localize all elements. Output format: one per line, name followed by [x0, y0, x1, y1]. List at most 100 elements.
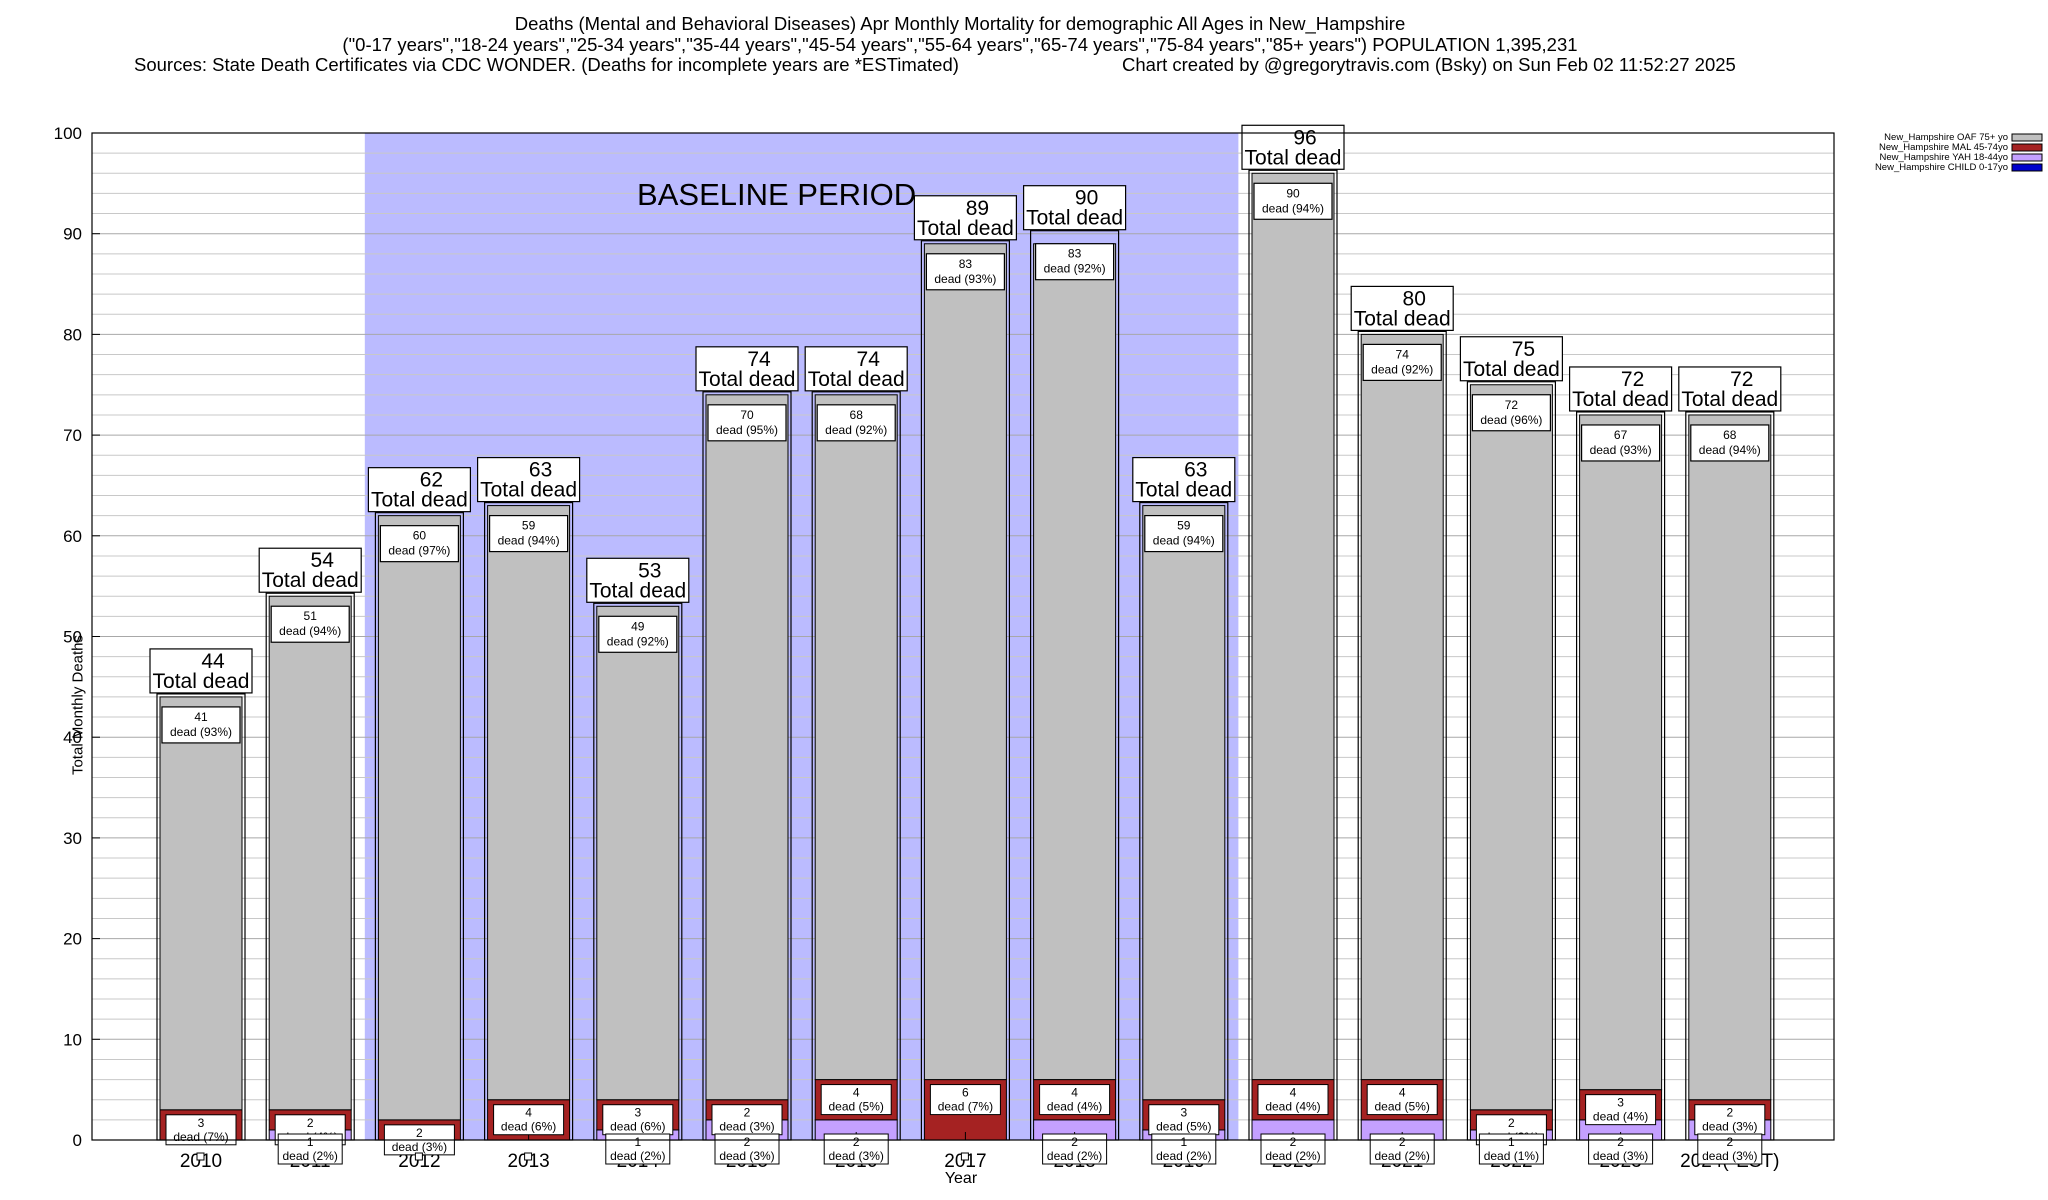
legend-swatch [2011, 153, 2043, 162]
legend-swatch [2011, 163, 2043, 172]
yah-label-count: 1 [307, 1135, 314, 1149]
oaf-label-count: 74 [1396, 347, 1410, 361]
yah-label-box [1260, 1133, 1326, 1165]
oaf-label-count: 60 [413, 529, 427, 543]
mal-label-percent: dead (3%) [1702, 1120, 1757, 1134]
oaf-label-box [270, 605, 350, 643]
total-label-box [804, 346, 908, 392]
oaf-label-box [925, 253, 1006, 291]
mal-label-box [820, 1084, 892, 1116]
legend-label: New_Hampshire CHILD 0-17yo [1875, 162, 2008, 173]
total-label-value: 63 [529, 459, 552, 482]
x-tick-label: 2013 [507, 1151, 549, 1172]
total-label-box [1022, 185, 1127, 231]
oaf-label-percent: dead (93%) [1590, 443, 1652, 457]
total-label-box [1350, 285, 1454, 331]
yah-label-percent: dead (1%) [1484, 1149, 1539, 1163]
oaf-label-box [1253, 182, 1333, 220]
oaf-label-percent: dead (93%) [934, 272, 996, 286]
yah-label-box [1697, 1133, 1763, 1165]
total-label-value: 54 [311, 549, 335, 572]
oaf-label-count: 51 [304, 609, 318, 623]
mal-label-percent: dead (6%) [610, 1120, 665, 1134]
yah-label-box [277, 1133, 343, 1165]
mal-label-box [1585, 1094, 1657, 1126]
mal-label-count: 4 [1290, 1086, 1297, 1100]
oaf-label-box [1580, 424, 1661, 462]
yah-label-percent: dead (2%) [1375, 1149, 1430, 1163]
plot-frame [91, 132, 1835, 1141]
yah-label-percent: dead (2%) [1156, 1149, 1211, 1163]
total-label-value: 75 [1512, 338, 1535, 361]
oaf-label-percent: dead (94%) [1262, 201, 1324, 215]
legend-label: New_Hampshire YAH 18-44yo [1880, 152, 2009, 163]
oaf-label-percent: dead (97%) [388, 544, 450, 558]
yah-label-count: 2 [1399, 1135, 1406, 1149]
total-label-box [367, 467, 471, 513]
bar-oaf-segment [1360, 333, 1444, 1081]
yah-label-percent: dead (2%) [610, 1149, 665, 1163]
mal-label-box [711, 1104, 783, 1136]
mal-label-box [493, 1104, 565, 1136]
mal-label-count: 2 [1508, 1116, 1515, 1130]
marker-square [524, 1152, 533, 1161]
total-label-box [258, 547, 362, 593]
yah-label-percent: dead (3%) [719, 1149, 774, 1163]
yah-label-percent: dead (2%) [1047, 1149, 1102, 1163]
total-label-value: 72 [1730, 368, 1753, 391]
mal-label-count: 2 [307, 1116, 314, 1130]
total-label-text: Total dead [371, 489, 468, 512]
mal-label-percent: dead (4%) [1593, 1110, 1648, 1124]
yah-label-percent: dead (3%) [829, 1149, 884, 1163]
yah-label-percent: dead (3%) [1702, 1149, 1757, 1163]
yah-label-count: 2 [1617, 1135, 1624, 1149]
x-axis-label: Year [945, 1170, 978, 1187]
total-label-box [695, 346, 799, 392]
mal-label-count: 6 [962, 1086, 969, 1100]
oaf-label-percent: dead (95%) [716, 423, 778, 437]
yah-label-percent: dead (2%) [283, 1149, 338, 1163]
x-tick-label: 2010 [180, 1151, 222, 1172]
mal-label-count: 4 [1399, 1086, 1406, 1100]
total-label-text: Total dead [699, 368, 796, 391]
mal-label-percent: dead (3%) [392, 1140, 447, 1154]
y-tick-label: 60 [63, 527, 82, 546]
mal-label-percent: dead (5%) [1156, 1120, 1211, 1134]
total-label-value: 80 [1403, 287, 1426, 310]
legend-label: New_Hampshire MAL 45-74yo [1879, 142, 2008, 153]
bar-oaf-segment [1469, 384, 1553, 1111]
yah-label-count: 1 [634, 1135, 641, 1149]
legend-swatch [2011, 133, 2043, 142]
oaf-label-percent: dead (94%) [498, 534, 560, 548]
yah-label-count: 2 [1290, 1135, 1297, 1149]
total-label-box [1459, 336, 1564, 382]
total-label-value: 63 [1184, 459, 1207, 482]
total-label-text: Total dead [153, 670, 250, 693]
total-label-text: Total dead [1572, 388, 1669, 411]
oaf-label-percent: dead (92%) [1371, 362, 1433, 376]
total-label-text: Total dead [808, 368, 905, 391]
bar-oaf-segment [1033, 243, 1117, 1081]
total-label-box [1132, 456, 1236, 503]
mal-label-count: 3 [1617, 1096, 1624, 1110]
total-label-text: Total dead [1463, 358, 1560, 381]
yah-label-count: 2 [744, 1135, 751, 1149]
oaf-label-count: 68 [1723, 428, 1737, 442]
legend-label: New_Hampshire OAF 75+ yo [1884, 132, 2008, 143]
yah-label-count: 1 [1180, 1135, 1187, 1149]
yah-label-box [1151, 1133, 1217, 1165]
mal-label-box [1148, 1104, 1220, 1136]
total-label-text: Total dead [262, 569, 359, 592]
mal-label-count: 4 [853, 1086, 860, 1100]
total-label-value: 62 [420, 469, 443, 492]
total-label-text: Total dead [1245, 146, 1342, 169]
oaf-label-box [161, 706, 241, 744]
oaf-label-box [1690, 424, 1770, 462]
marker-square [196, 1152, 205, 1161]
bar-oaf-segment [923, 243, 1007, 1081]
oaf-label-box [707, 404, 787, 442]
total-label-box [149, 648, 253, 694]
y-tick-label: 100 [54, 124, 82, 143]
y-tick-label: 40 [63, 728, 82, 747]
yah-label-box [1369, 1133, 1435, 1165]
